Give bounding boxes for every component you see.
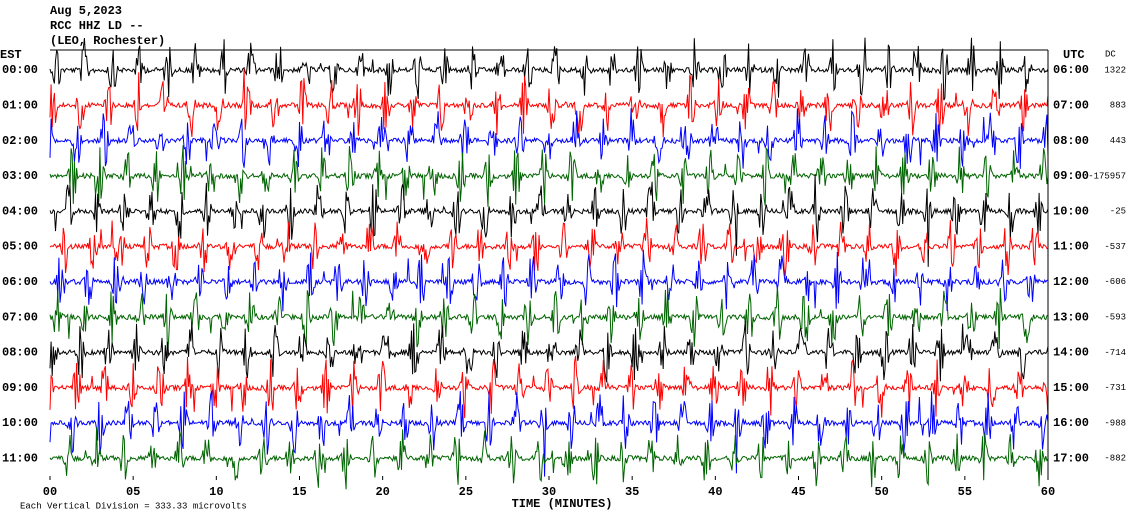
scale-note: Each Vertical Division = 333.33 microvol…: [20, 501, 247, 511]
dc-label: DC: [1105, 49, 1116, 59]
x-tick-label: 20: [375, 485, 389, 499]
dc-value: -593: [1104, 312, 1126, 322]
est-label: 10:00: [2, 416, 38, 430]
utc-label: 08:00: [1053, 134, 1089, 148]
x-tick-label: 35: [625, 485, 639, 499]
dc-value: 1322: [1104, 65, 1126, 75]
est-label: 00:00: [2, 63, 38, 77]
x-tick-label: 10: [209, 485, 223, 499]
trace: [49, 426, 1049, 490]
utc-label: 15:00: [1053, 381, 1089, 395]
est-label: 06:00: [2, 275, 38, 289]
est-label: 03:00: [2, 169, 38, 183]
trace: [49, 217, 1049, 277]
est-label: 02:00: [2, 134, 38, 148]
trace: [49, 389, 1049, 477]
dc-value: -731: [1104, 383, 1126, 393]
x-axis-label: TIME (MINUTES): [512, 497, 613, 511]
x-tick-label: 55: [958, 485, 972, 499]
est-label: 07:00: [2, 310, 38, 324]
trace: [49, 68, 1049, 138]
dc-value: -25: [1110, 207, 1126, 217]
x-tick-label: 25: [459, 485, 473, 499]
trace: [49, 249, 1049, 312]
left-axis-label: EST: [0, 48, 22, 62]
x-tick-label: 45: [791, 485, 805, 499]
est-label: 11:00: [2, 451, 38, 465]
dc-value: 443: [1110, 136, 1126, 146]
dc-value: -714: [1104, 348, 1126, 358]
dc-value: 883: [1110, 101, 1126, 111]
utc-label: 16:00: [1053, 416, 1089, 430]
est-label: 04:00: [2, 204, 38, 218]
dc-value: -175957: [1088, 171, 1126, 181]
trace: [49, 320, 1049, 383]
dc-value: -882: [1104, 454, 1126, 464]
station: RCC HHZ LD --: [50, 19, 144, 33]
trace: [49, 286, 1049, 359]
utc-label: 10:00: [1053, 204, 1089, 218]
x-tick-label: 60: [1041, 485, 1055, 499]
traces: [49, 37, 1049, 490]
trace: [49, 355, 1049, 419]
x-tick-label: 50: [874, 485, 888, 499]
trace: [49, 108, 1049, 169]
utc-label: 13:00: [1053, 310, 1089, 324]
est-label: 05:00: [2, 240, 38, 254]
trace: [49, 145, 1049, 207]
x-tick-label: 15: [292, 485, 306, 499]
x-tick-label: 00: [43, 485, 57, 499]
utc-label: 14:00: [1053, 346, 1089, 360]
utc-label: 17:00: [1053, 451, 1089, 465]
dc-value: -988: [1104, 418, 1126, 428]
x-tick-label: 30: [542, 485, 556, 499]
dc-value: -606: [1104, 277, 1126, 287]
right-axis-label: UTC: [1063, 48, 1085, 62]
utc-label: 06:00: [1053, 63, 1089, 77]
x-tick-label: 05: [126, 485, 140, 499]
utc-label: 07:00: [1053, 98, 1089, 112]
trace: [49, 173, 1049, 267]
dc-value: -537: [1104, 242, 1126, 252]
utc-label: 09:00: [1053, 169, 1089, 183]
x-tick-label: 40: [708, 485, 722, 499]
est-label: 09:00: [2, 381, 38, 395]
trace: [49, 37, 1049, 101]
est-label: 08:00: [2, 346, 38, 360]
location: (LEO, Rochester): [50, 34, 165, 48]
utc-label: 12:00: [1053, 275, 1089, 289]
est-label: 01:00: [2, 98, 38, 112]
chart-title: Aug 5,2023: [50, 4, 122, 18]
utc-label: 11:00: [1053, 240, 1089, 254]
